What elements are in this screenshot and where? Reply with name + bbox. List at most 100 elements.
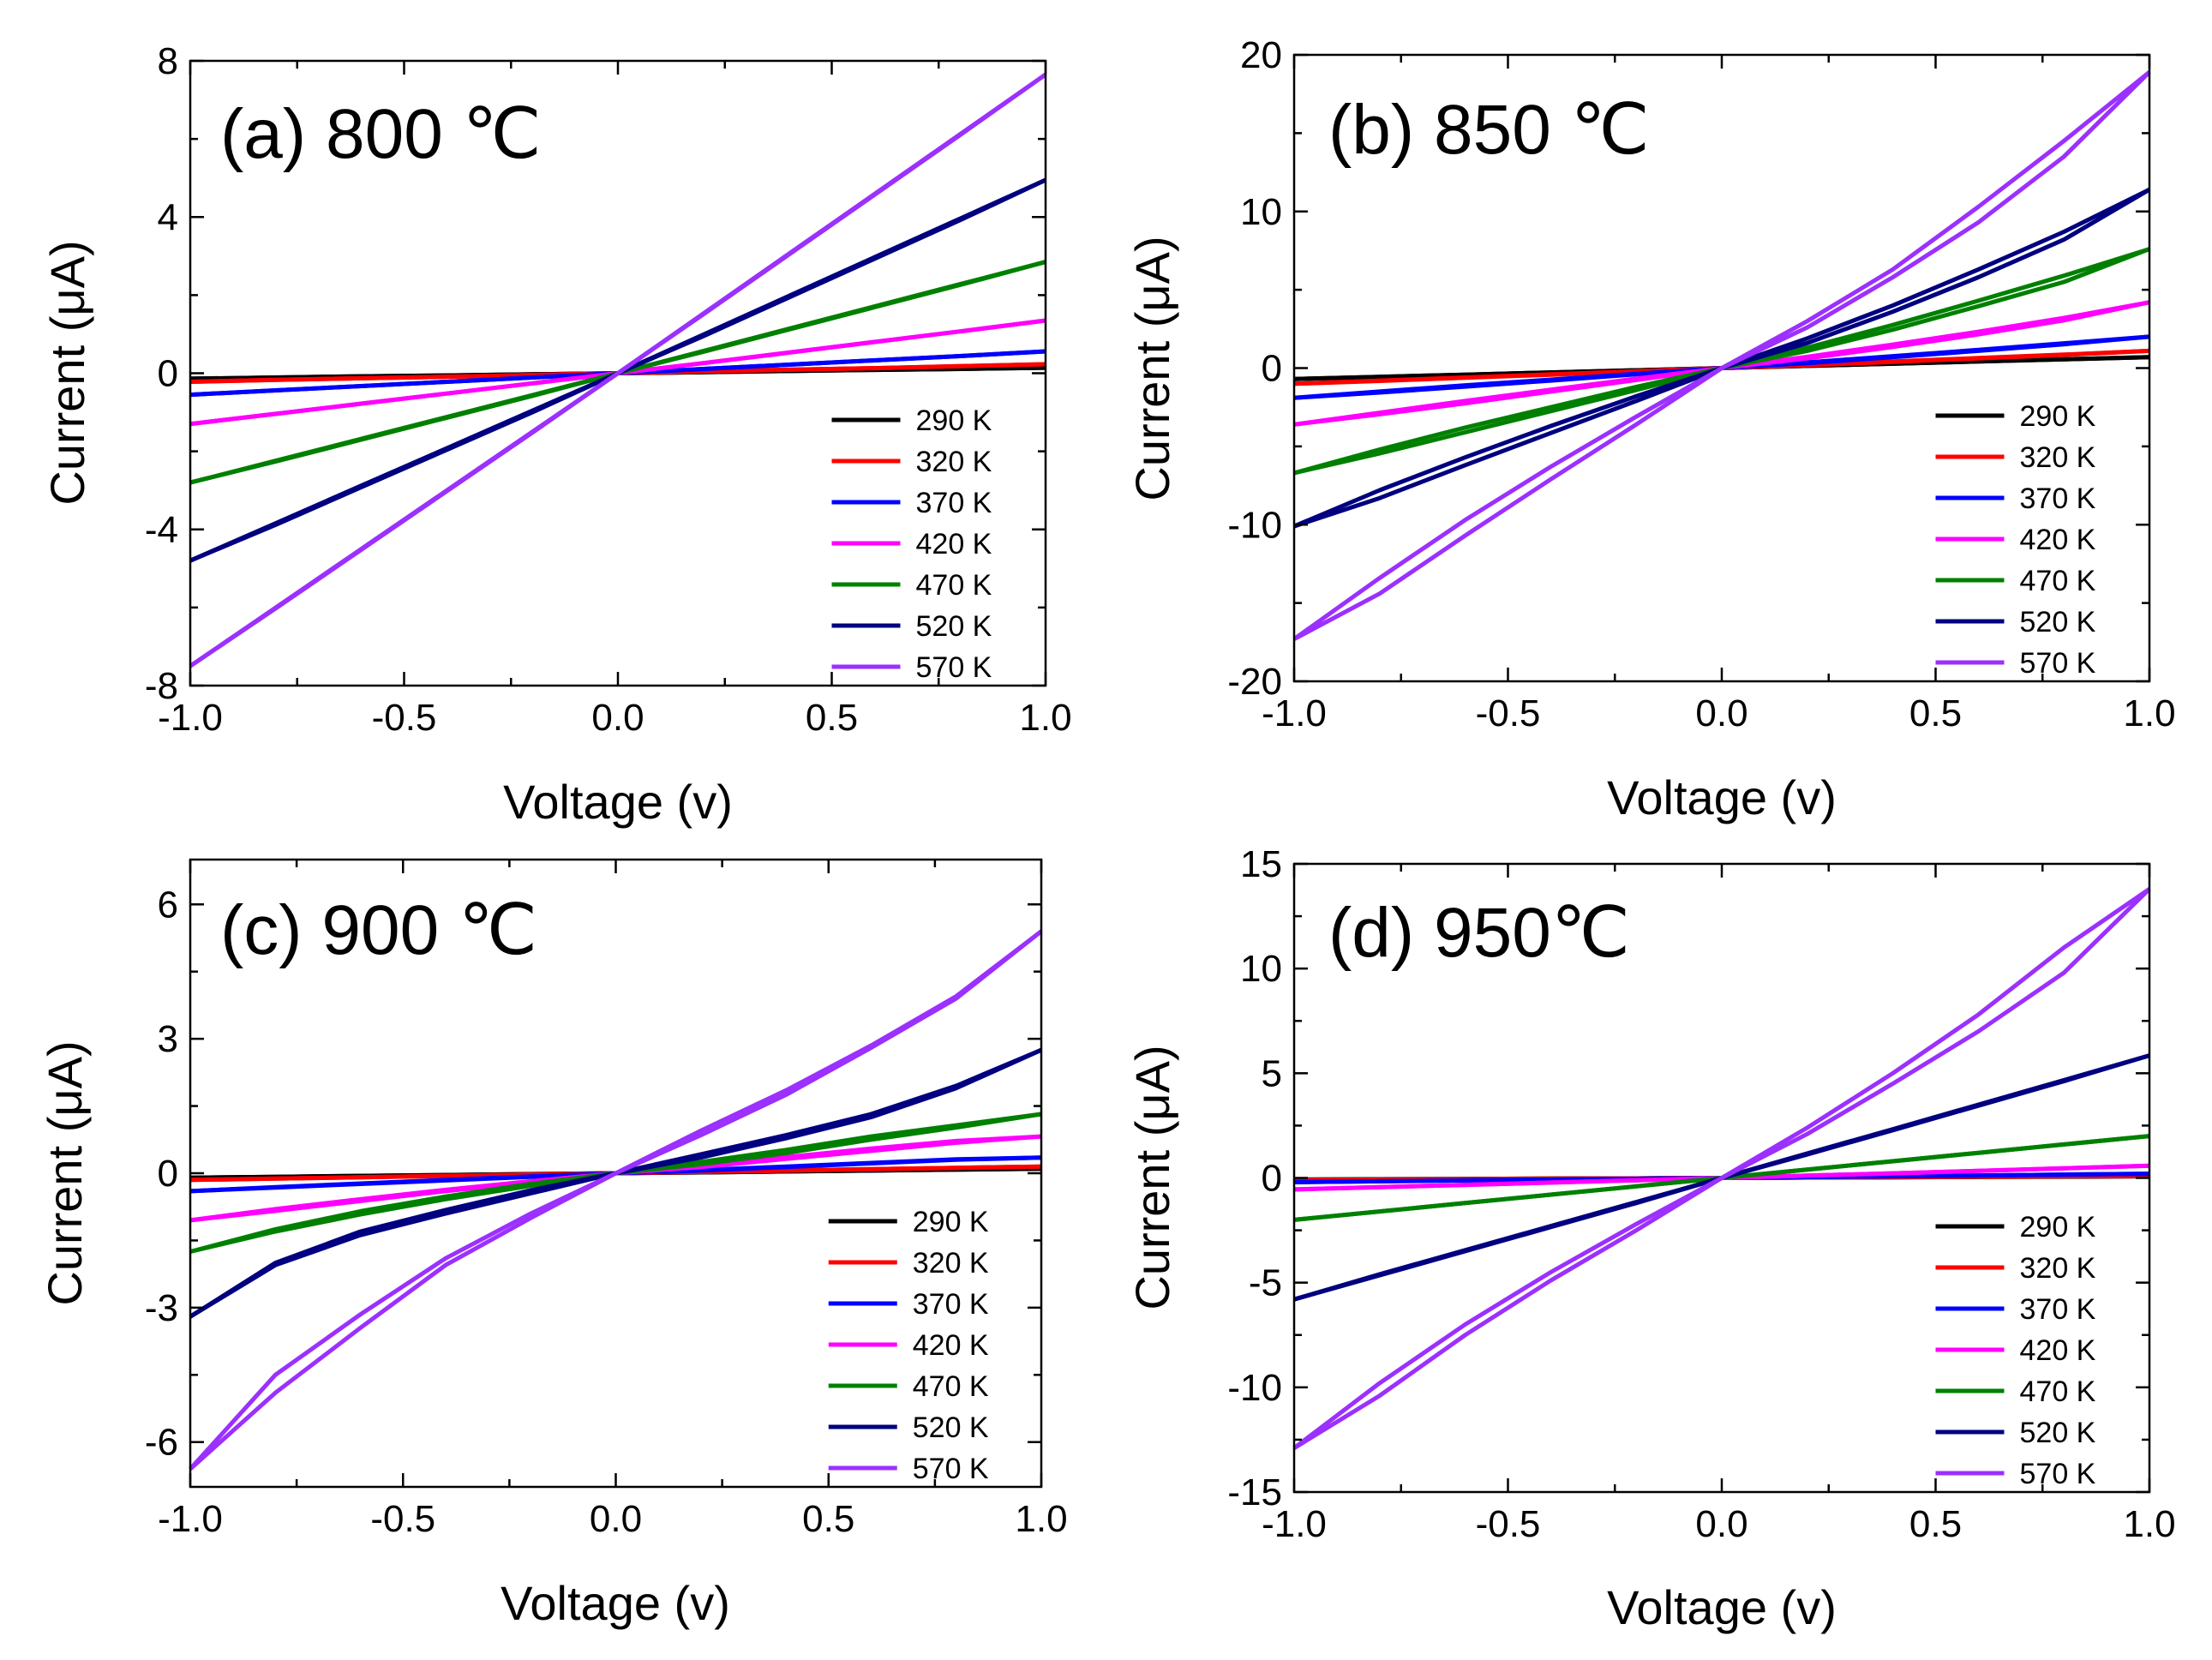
panel-a: -1.0 -0.5 0.0 0.5 1.0 -8 -4 0 4 8 (a) 800 ℃ Volta… bbox=[40, 40, 1072, 829]
panel-c-legend-label: 290 K bbox=[913, 1206, 989, 1238]
panel-d-ytick-label: 0 bbox=[1262, 1158, 1282, 1200]
panel-d-ytick-label: -15 bbox=[1227, 1471, 1282, 1513]
panel-b-xtick-label: 0.0 bbox=[1695, 692, 1747, 734]
panel-c-axes: -1.0 -0.5 0.0 0.5 1.0 -6 -3 0 3 6 bbox=[145, 860, 1068, 1540]
panel-d-series bbox=[1292, 887, 2151, 1450]
panel-c-legend-label: 370 K bbox=[913, 1288, 989, 1321]
panel-b-legend-label: 470 K bbox=[2020, 565, 2096, 597]
panel-d-legend-label: 370 K bbox=[2020, 1293, 2096, 1326]
panel-c-ytick-label: -3 bbox=[145, 1287, 178, 1329]
panel-c-xtick-label: -1.0 bbox=[158, 1498, 223, 1540]
panel-c-ytick-label: 3 bbox=[158, 1018, 178, 1060]
panel-a-title: (a) 800 ℃ bbox=[220, 95, 542, 173]
panel-b-legend-label: 370 K bbox=[2020, 482, 2096, 515]
panel-d: -1.0 -0.5 0.0 0.5 1.0 -15 -10 -5 0 5 10 15 (d) 950℃… bbox=[1125, 843, 2176, 1634]
panel-b-series bbox=[1292, 70, 2151, 641]
panel-d-axes: -1.0 -0.5 0.0 0.5 1.0 -15 -10 -5 0 5 10 15 bbox=[1227, 843, 2175, 1545]
panel-a-ytick-label: 4 bbox=[158, 196, 178, 238]
panel-a-legend-label: 370 K bbox=[916, 487, 992, 519]
panel-d-ytick-label: -10 bbox=[1227, 1367, 1282, 1409]
panel-b-legend-label: 320 K bbox=[2020, 441, 2096, 474]
panel-b-series-570k-reverse bbox=[1292, 70, 2151, 641]
panel-c-ytick-label: 0 bbox=[158, 1153, 178, 1195]
panel-c-legend-label: 420 K bbox=[913, 1329, 989, 1362]
panel-b-ytick-label: 0 bbox=[1262, 348, 1282, 390]
panel-a-xtick-label: 0.5 bbox=[806, 697, 858, 739]
panel-a-ytick-label: 8 bbox=[158, 40, 178, 82]
panel-d-xtick-label: 0.0 bbox=[1695, 1503, 1747, 1545]
panel-d-ytick-label: 10 bbox=[1240, 948, 1282, 990]
panel-a-xtick-label: -1.0 bbox=[158, 697, 223, 739]
panel-d-xtick-label: -1.0 bbox=[1262, 1503, 1327, 1545]
panel-a-ylabel: Current (μA) bbox=[40, 240, 94, 505]
panel-d-ytick-label: 5 bbox=[1262, 1052, 1282, 1094]
panel-d-series-570k-reverse bbox=[1292, 887, 2151, 1450]
panel-a-legend-label: 290 K bbox=[916, 405, 992, 437]
panel-a-xlabel: Voltage (v) bbox=[503, 775, 733, 829]
panel-c-legend-label: 570 K bbox=[913, 1453, 989, 1485]
panel-c-xtick-label: -0.5 bbox=[370, 1498, 435, 1540]
panel-b-title: (b) 850 ℃ bbox=[1328, 91, 1650, 169]
panel-d-legend-label: 520 K bbox=[2020, 1417, 2096, 1449]
panel-a-axes: -1.0 -0.5 0.0 0.5 1.0 -8 -4 0 4 8 bbox=[145, 40, 1072, 739]
panel-d-legend: 290 K 320 K 370 K 420 K 470 K 520 K 570 K bbox=[1935, 1211, 2096, 1490]
panel-b-legend-label: 520 K bbox=[2020, 606, 2096, 638]
panel-d-xtick-label: 1.0 bbox=[2123, 1503, 2175, 1545]
panel-b: -1.0 -0.5 0.0 0.5 1.0 -20 -10 0 10 20 (b) 850 ℃ V… bbox=[1125, 34, 2176, 824]
panel-d-ylabel: Current (μA) bbox=[1125, 1045, 1179, 1309]
panel-c-xlabel: Voltage (v) bbox=[501, 1576, 730, 1630]
panel-d-legend-label: 290 K bbox=[2020, 1211, 2096, 1244]
panel-d-legend-label: 470 K bbox=[2020, 1375, 2096, 1408]
panel-d-ytick-label: 15 bbox=[1240, 843, 1282, 885]
panel-a-series-570k-reverse bbox=[189, 72, 1047, 668]
panel-a-xtick-label: -0.5 bbox=[372, 697, 437, 739]
panel-a-legend-label: 520 K bbox=[916, 610, 992, 643]
panel-c-xtick-label: 0.5 bbox=[802, 1498, 854, 1540]
panel-c-ytick-label: -6 bbox=[145, 1422, 178, 1464]
panel-c-ytick-label: 6 bbox=[158, 884, 178, 926]
panel-d-xtick-label: -0.5 bbox=[1476, 1503, 1541, 1545]
panel-d-ytick-label: -5 bbox=[1249, 1262, 1282, 1304]
panel-d-title: (d) 950℃ bbox=[1328, 894, 1630, 972]
panel-c-legend-label: 470 K bbox=[913, 1370, 989, 1403]
panel-c-xtick-label: 1.0 bbox=[1015, 1498, 1067, 1540]
panel-a-legend-label: 320 K bbox=[916, 446, 992, 478]
panel-d-xlabel: Voltage (v) bbox=[1607, 1580, 1837, 1634]
panel-b-xtick-label: -1.0 bbox=[1262, 692, 1327, 734]
panel-c-title: (c) 900 ℃ bbox=[220, 891, 537, 969]
panel-a-xtick-label: 0.0 bbox=[591, 697, 644, 739]
panel-b-ytick-label: 20 bbox=[1240, 34, 1282, 76]
panel-c-legend-label: 320 K bbox=[913, 1247, 989, 1279]
panel-b-xtick-label: -0.5 bbox=[1476, 692, 1541, 734]
panel-b-ytick-label: -10 bbox=[1227, 504, 1282, 546]
panel-d-legend-label: 570 K bbox=[2020, 1458, 2096, 1490]
panel-c: -1.0 -0.5 0.0 0.5 1.0 -6 -3 0 3 6 (c) 900 ℃ Volta… bbox=[38, 858, 1068, 1630]
panel-b-axes: -1.0 -0.5 0.0 0.5 1.0 -20 -10 0 10 20 bbox=[1227, 34, 2175, 734]
panel-d-legend-label: 320 K bbox=[2020, 1252, 2096, 1285]
panel-b-xtick-label: 0.5 bbox=[1909, 692, 1962, 734]
panel-a-legend-label: 570 K bbox=[916, 651, 992, 684]
panel-b-legend-label: 570 K bbox=[2020, 647, 2096, 680]
panel-a-ytick-label: -8 bbox=[145, 665, 178, 707]
panel-c-xtick-label: 0.0 bbox=[590, 1498, 642, 1540]
panel-b-ytick-label: 10 bbox=[1240, 191, 1282, 233]
panel-c-ylabel: Current (μA) bbox=[38, 1040, 92, 1305]
panel-b-ylabel: Current (μA) bbox=[1125, 236, 1179, 500]
panel-b-legend-label: 290 K bbox=[2020, 400, 2096, 433]
panel-a-xtick-label: 1.0 bbox=[1019, 697, 1071, 739]
panel-b-xlabel: Voltage (v) bbox=[1607, 770, 1837, 824]
panel-d-xtick-label: 0.5 bbox=[1909, 1503, 1962, 1545]
panel-a-ytick-label: -4 bbox=[145, 509, 178, 551]
panel-a-series bbox=[189, 72, 1047, 668]
panel-c-series-570k-reverse bbox=[189, 929, 1043, 1471]
panel-d-legend-label: 420 K bbox=[2020, 1334, 2096, 1367]
panel-c-legend: 290 K 320 K 370 K 420 K 470 K 520 K 570 K bbox=[828, 1206, 989, 1485]
panel-a-ytick-label: 0 bbox=[158, 353, 178, 395]
panel-c-legend-label: 520 K bbox=[913, 1411, 989, 1444]
panel-a-legend-label: 420 K bbox=[916, 528, 992, 560]
panel-a-legend-label: 470 K bbox=[916, 569, 992, 602]
panel-a-legend: 290 K 320 K 370 K 420 K 470 K 520 K 570 K bbox=[831, 405, 992, 684]
panel-b-legend-label: 420 K bbox=[2020, 524, 2096, 556]
panel-b-xtick-label: 1.0 bbox=[2123, 692, 2175, 734]
